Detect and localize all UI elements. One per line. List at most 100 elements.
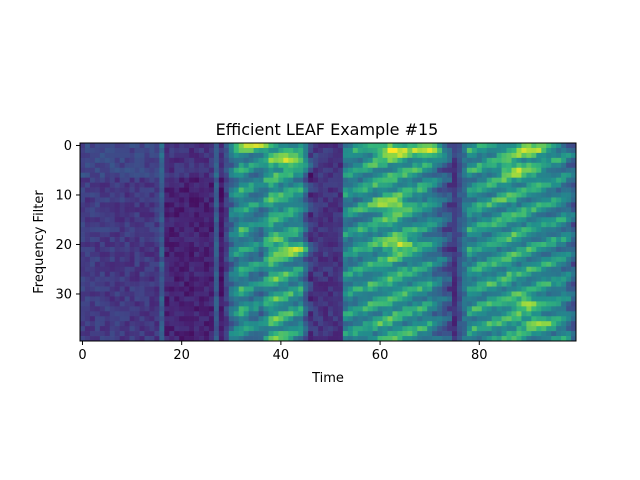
- heatmap-cell: [120, 153, 125, 158]
- heatmap-cell: [407, 168, 412, 173]
- heatmap-cell: [492, 207, 497, 212]
- heatmap-cell: [254, 247, 259, 252]
- heatmap-cell: [259, 282, 264, 287]
- heatmap-cell: [388, 321, 393, 326]
- heatmap-cell: [298, 282, 303, 287]
- heatmap-cell: [214, 178, 219, 183]
- heatmap-cell: [447, 168, 452, 173]
- heatmap-cell: [273, 227, 278, 232]
- heatmap-cell: [536, 197, 541, 202]
- heatmap-cell: [467, 237, 472, 242]
- heatmap-cell: [298, 163, 303, 168]
- heatmap-cell: [130, 277, 135, 282]
- heatmap-cell: [502, 212, 507, 217]
- heatmap-cell: [397, 247, 402, 252]
- heatmap-cell: [85, 227, 90, 232]
- heatmap-cell: [179, 277, 184, 282]
- heatmap-cell: [239, 301, 244, 306]
- heatmap-cell: [373, 217, 378, 222]
- heatmap-cell: [268, 287, 273, 292]
- heatmap-cell: [561, 287, 566, 292]
- heatmap-cell: [328, 173, 333, 178]
- heatmap-cell: [135, 163, 140, 168]
- heatmap-cell: [497, 237, 502, 242]
- heatmap-cell: [234, 287, 239, 292]
- heatmap-cell: [353, 197, 358, 202]
- heatmap-cell: [149, 217, 154, 222]
- heatmap-cell: [392, 173, 397, 178]
- heatmap-cell: [541, 158, 546, 163]
- heatmap-cell: [392, 331, 397, 336]
- heatmap-cell: [353, 296, 358, 301]
- heatmap-cell: [169, 287, 174, 292]
- heatmap-cell: [140, 202, 145, 207]
- heatmap-cell: [378, 212, 383, 217]
- heatmap-cell: [268, 262, 273, 267]
- heatmap-cell: [392, 242, 397, 247]
- heatmap-cell: [149, 331, 154, 336]
- heatmap-cell: [492, 193, 497, 198]
- heatmap-cell: [541, 292, 546, 297]
- heatmap-cell: [303, 262, 308, 267]
- heatmap-cell: [293, 183, 298, 188]
- heatmap-cell: [169, 158, 174, 163]
- heatmap-cell: [358, 252, 363, 257]
- heatmap-cell: [244, 217, 249, 222]
- heatmap-cell: [293, 242, 298, 247]
- heatmap-cell: [140, 326, 145, 331]
- heatmap-cell: [308, 311, 313, 316]
- heatmap-cell: [561, 321, 566, 326]
- heatmap-cell: [328, 311, 333, 316]
- heatmap-cell: [432, 183, 437, 188]
- heatmap-cell: [85, 202, 90, 207]
- heatmap-cell: [392, 178, 397, 183]
- heatmap-cell: [363, 301, 368, 306]
- heatmap-cell: [308, 188, 313, 193]
- heatmap-cell: [303, 212, 308, 217]
- heatmap-cell: [313, 277, 318, 282]
- heatmap-cell: [378, 217, 383, 222]
- heatmap-cell: [85, 257, 90, 262]
- heatmap-cell: [432, 237, 437, 242]
- heatmap-cell: [214, 326, 219, 331]
- heatmap-cell: [502, 163, 507, 168]
- heatmap-cell: [80, 237, 85, 242]
- heatmap-cell: [516, 153, 521, 158]
- heatmap-cell: [462, 168, 467, 173]
- heatmap-cell: [174, 237, 179, 242]
- heatmap-cell: [298, 173, 303, 178]
- heatmap-cell: [507, 222, 512, 227]
- heatmap-cell: [159, 227, 164, 232]
- heatmap-cell: [343, 148, 348, 153]
- heatmap-cell: [115, 247, 120, 252]
- heatmap-cell: [298, 148, 303, 153]
- heatmap-cell: [392, 262, 397, 267]
- heatmap-cell: [437, 153, 442, 158]
- heatmap-cell: [536, 306, 541, 311]
- heatmap-cell: [432, 193, 437, 198]
- heatmap-cell: [288, 183, 293, 188]
- heatmap-cell: [194, 188, 199, 193]
- heatmap-cell: [551, 158, 556, 163]
- heatmap-cell: [541, 168, 546, 173]
- heatmap-cell: [308, 252, 313, 257]
- heatmap-cell: [427, 262, 432, 267]
- heatmap-cell: [512, 301, 517, 306]
- heatmap-cell: [278, 237, 283, 242]
- heatmap-cell: [293, 197, 298, 202]
- heatmap-cell: [298, 242, 303, 247]
- heatmap-cell: [254, 306, 259, 311]
- heatmap-cell: [536, 178, 541, 183]
- heatmap-cell: [100, 222, 105, 227]
- heatmap-cell: [179, 173, 184, 178]
- heatmap-cell: [343, 222, 348, 227]
- heatmap-cell: [442, 306, 447, 311]
- heatmap-cell: [507, 316, 512, 321]
- heatmap-cell: [521, 197, 526, 202]
- heatmap-cell: [219, 247, 224, 252]
- heatmap-cell: [442, 272, 447, 277]
- heatmap-cell: [209, 163, 214, 168]
- heatmap-cell: [507, 287, 512, 292]
- heatmap-cell: [239, 217, 244, 222]
- heatmap-cell: [298, 262, 303, 267]
